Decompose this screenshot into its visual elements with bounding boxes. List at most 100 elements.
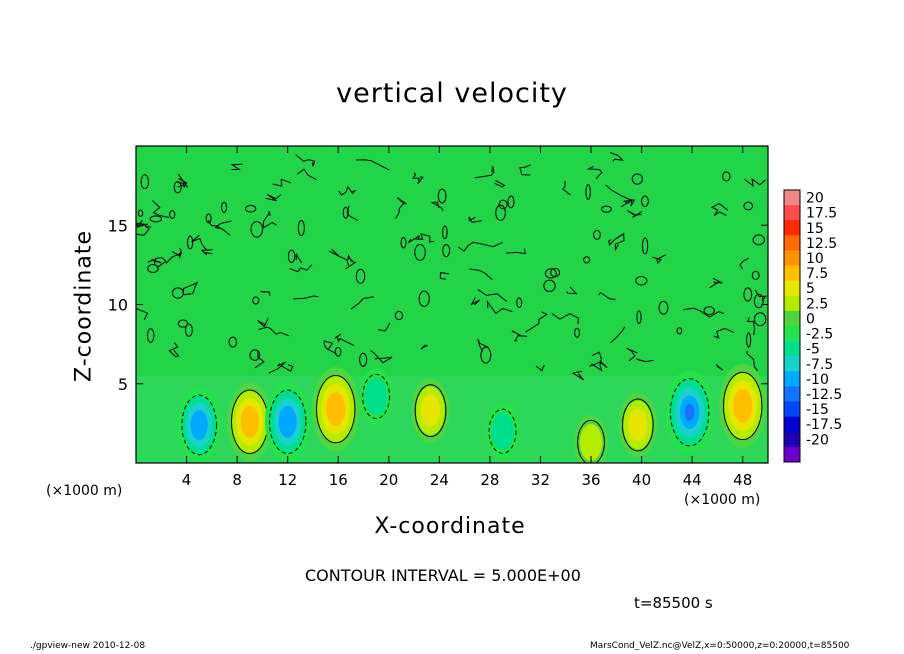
contour-line bbox=[474, 166, 495, 179]
velocity-cell-contour bbox=[268, 389, 307, 454]
colorbar-band bbox=[784, 265, 800, 281]
contour-loop bbox=[334, 346, 342, 357]
colorbar-label: -10 bbox=[806, 372, 829, 388]
x-tick-label: 32 bbox=[531, 471, 550, 489]
colorbar-band bbox=[784, 431, 800, 448]
contour-loop bbox=[140, 174, 150, 190]
contour-loop bbox=[583, 256, 591, 264]
contour-loop bbox=[177, 319, 189, 328]
colorbar-band bbox=[784, 220, 800, 236]
colorbar-label: 12.5 bbox=[806, 236, 837, 252]
contour-loop bbox=[297, 220, 305, 237]
contour-interval-label: CONTOUR INTERVAL = 5.000E+00 bbox=[305, 566, 581, 585]
contour-loop bbox=[355, 268, 366, 284]
colorbar-label: -12.5 bbox=[806, 387, 842, 403]
colorbar-label: 17.5 bbox=[806, 206, 837, 222]
colorbar-band bbox=[784, 416, 800, 433]
contour-loop bbox=[149, 215, 162, 223]
contour-line bbox=[457, 241, 503, 252]
colorbar-label: -7.5 bbox=[806, 357, 833, 373]
contour-loop bbox=[221, 201, 228, 213]
velocity-cell bbox=[264, 382, 311, 462]
contour-loop bbox=[550, 267, 561, 278]
contour-line bbox=[469, 268, 493, 281]
contour-loop bbox=[722, 171, 731, 182]
contour-loop bbox=[205, 213, 212, 224]
contour-line bbox=[136, 225, 152, 236]
contour-line bbox=[713, 327, 735, 339]
contour-loop bbox=[495, 204, 506, 221]
colorbar-band bbox=[784, 190, 800, 206]
contour-loop bbox=[414, 244, 426, 261]
colorbar-label: 2.5 bbox=[806, 296, 828, 312]
contour-line bbox=[378, 322, 391, 332]
velocity-cell bbox=[574, 414, 608, 463]
contour-loop bbox=[585, 184, 591, 200]
colorbar-label: -17.5 bbox=[806, 417, 842, 433]
contour-loop bbox=[442, 243, 451, 258]
velocity-cell-contour bbox=[621, 398, 654, 452]
contour-loop bbox=[169, 210, 176, 219]
colorbar-band bbox=[784, 341, 800, 357]
contour-line bbox=[395, 197, 407, 219]
velocity-cell-band bbox=[245, 413, 255, 430]
contour-line bbox=[591, 351, 603, 372]
contour-line bbox=[494, 179, 506, 188]
contour-line bbox=[328, 249, 349, 266]
velocity-cell bbox=[718, 363, 767, 448]
contour-line bbox=[257, 317, 269, 328]
contour-line bbox=[268, 361, 287, 374]
contour-loop bbox=[400, 236, 407, 249]
contour-line bbox=[586, 165, 603, 180]
x-tick-label: 36 bbox=[581, 471, 600, 489]
contour-line bbox=[334, 333, 355, 346]
velocity-cell-contour bbox=[723, 371, 763, 441]
contour-line bbox=[519, 164, 531, 176]
contour-line bbox=[598, 291, 616, 300]
contour-loop bbox=[743, 201, 753, 211]
contour-line bbox=[338, 185, 357, 196]
contour-loop bbox=[228, 336, 238, 348]
contour-loop bbox=[287, 249, 296, 263]
y-tick-label: 15 bbox=[108, 216, 128, 235]
contour-line bbox=[136, 308, 149, 321]
velocity-cell bbox=[311, 367, 360, 452]
x-axis-ticks: 4 8 12 16 20 24 28 32 36 40 44 48 bbox=[182, 146, 752, 489]
contour-loop bbox=[703, 306, 715, 316]
contour-loop bbox=[146, 328, 155, 343]
contour-loop bbox=[574, 327, 580, 338]
contour-loop bbox=[593, 229, 601, 240]
contour-line bbox=[439, 272, 449, 280]
x-tick-label: 40 bbox=[632, 471, 651, 489]
contour-line bbox=[605, 184, 633, 201]
contour-line bbox=[258, 326, 290, 337]
colorbar-band bbox=[784, 326, 800, 342]
contour-loop bbox=[601, 205, 612, 213]
colorbar-label: -20 bbox=[806, 432, 829, 448]
footer-left-text: ./gpview-new 2010-12-08 bbox=[30, 641, 146, 651]
contour-line bbox=[716, 364, 723, 371]
x-tick-label: 44 bbox=[683, 471, 702, 489]
velocity-cell-band bbox=[425, 402, 436, 419]
colorbar: 2017.51512.5107.552.50-2.5-5-7.5-10-12.5… bbox=[783, 189, 842, 463]
contour-line bbox=[420, 344, 428, 350]
velocity-cell-band bbox=[283, 413, 293, 430]
contour-loop bbox=[186, 235, 194, 250]
velocity-cell-band bbox=[370, 387, 382, 406]
colorbar-band bbox=[784, 386, 800, 402]
velocity-cells bbox=[136, 363, 768, 463]
velocity-cell-contour bbox=[414, 384, 447, 438]
velocity-cell-band bbox=[633, 416, 643, 434]
colorbar-band bbox=[784, 401, 800, 417]
contour-line bbox=[620, 198, 636, 208]
velocity-cell-band bbox=[330, 400, 341, 418]
contour-line bbox=[511, 330, 527, 342]
x-tick-label: 12 bbox=[278, 471, 297, 489]
velocity-cell bbox=[226, 382, 273, 462]
contour-line bbox=[345, 253, 357, 270]
colorbar-band bbox=[784, 371, 800, 387]
velocity-cell-contour bbox=[362, 373, 391, 420]
colorbar-band bbox=[784, 310, 800, 327]
velocity-cell-band bbox=[585, 433, 597, 452]
